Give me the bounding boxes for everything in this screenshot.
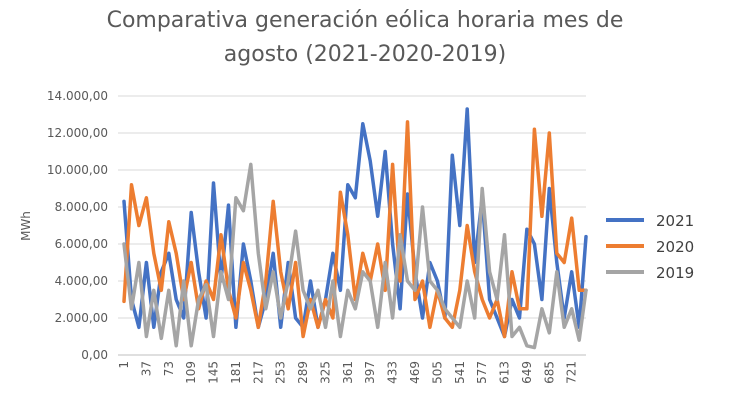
y-tick-label: 2.000,00 bbox=[55, 311, 108, 325]
legend-label-2019: 2019 bbox=[656, 264, 694, 282]
x-tick-label: 1 bbox=[117, 361, 131, 369]
x-tick-label: 289 bbox=[296, 361, 310, 384]
legend-label-2020: 2020 bbox=[656, 238, 694, 256]
x-tick-label: 577 bbox=[475, 361, 489, 384]
series-line-2019 bbox=[122, 162, 588, 350]
x-tick-label: 649 bbox=[520, 361, 534, 384]
chart-title-line1: Comparativa generación eólica horaria me… bbox=[106, 8, 624, 33]
y-axis-label: MWh bbox=[19, 211, 33, 241]
x-tick-label: 325 bbox=[318, 361, 332, 384]
y-tick-label: 0,00 bbox=[81, 348, 108, 362]
y-tick-label: 12.000,00 bbox=[47, 126, 108, 140]
x-tick-label: 433 bbox=[386, 361, 400, 384]
y-tick-label: 4.000,00 bbox=[55, 274, 108, 288]
x-tick-label: 469 bbox=[408, 361, 422, 384]
y-tick-label: 8.000,00 bbox=[55, 200, 108, 214]
chart-title-line2: agosto (2021-2020-2019) bbox=[223, 42, 507, 67]
x-tick-label: 505 bbox=[430, 361, 444, 384]
x-tick-label: 721 bbox=[565, 361, 579, 384]
x-tick-label: 685 bbox=[542, 361, 556, 384]
x-tick-label: 361 bbox=[341, 361, 355, 384]
legend-label-2021: 2021 bbox=[656, 212, 694, 230]
y-tick-label: 6.000,00 bbox=[55, 237, 108, 251]
x-tick-label: 145 bbox=[207, 361, 221, 384]
x-tick-label: 181 bbox=[229, 361, 243, 384]
x-tick-label: 541 bbox=[453, 361, 467, 384]
x-tick-label: 73 bbox=[162, 361, 176, 376]
x-tick-label: 109 bbox=[184, 361, 198, 384]
x-tick-label: 397 bbox=[363, 361, 377, 384]
x-tick-label: 613 bbox=[498, 361, 512, 384]
y-tick-label: 14.000,00 bbox=[47, 89, 108, 103]
x-tick-label: 37 bbox=[139, 361, 153, 376]
x-tick-label: 253 bbox=[274, 361, 288, 384]
y-tick-label: 10.000,00 bbox=[47, 163, 108, 177]
x-tick-label: 217 bbox=[251, 361, 265, 384]
